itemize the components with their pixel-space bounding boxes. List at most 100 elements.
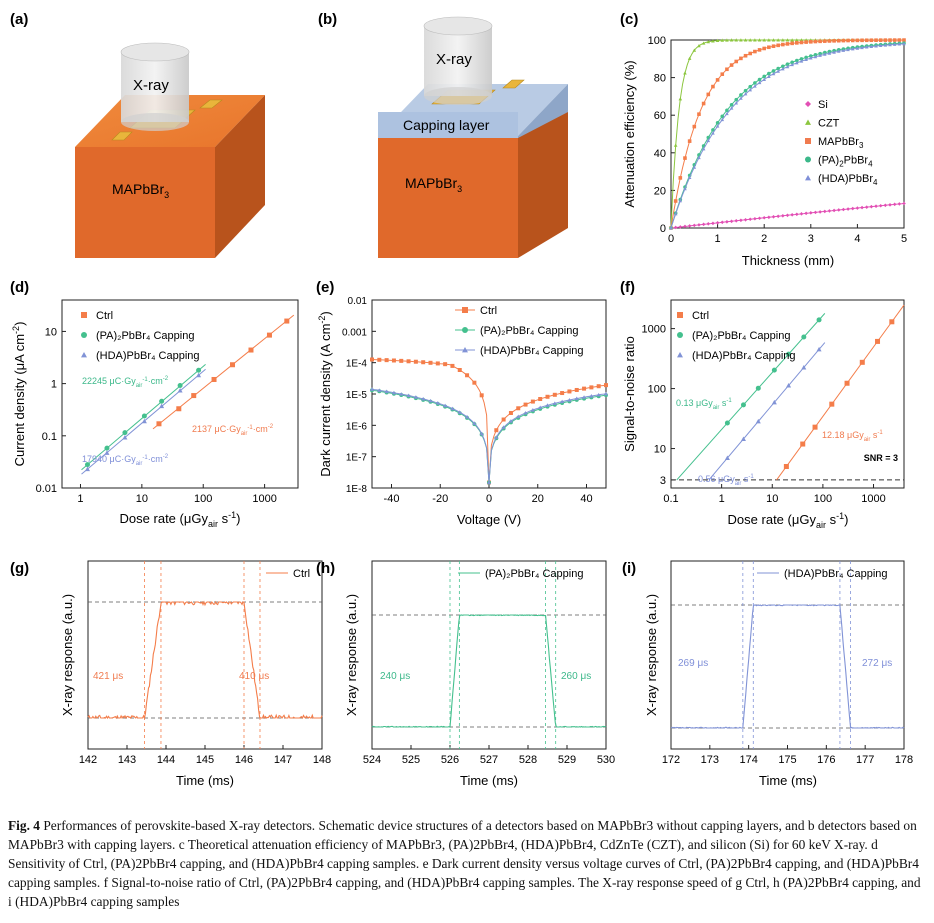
point-d-1 bbox=[177, 383, 183, 389]
point-e-0 bbox=[450, 363, 455, 368]
ylabel-e: Dark current density (A cm-2) bbox=[317, 311, 333, 477]
xlabel-f: Dose rate (μGyair s-1) bbox=[728, 511, 849, 530]
sensitivity-pa: 22245 μC·Gyair-1·cm-2 bbox=[82, 376, 169, 389]
point-CZT bbox=[795, 38, 799, 42]
legend-label-2: MAPbBr3 bbox=[818, 136, 864, 150]
ylabel-i: X-ray response (a.u.) bbox=[644, 594, 659, 716]
xtick-label-e: -20 bbox=[432, 493, 448, 505]
point-CZT bbox=[739, 38, 743, 42]
point-CZT bbox=[771, 38, 776, 42]
legend-label-0: Si bbox=[818, 99, 828, 111]
legend-label-3: (PA)2PbBr4 bbox=[818, 155, 873, 169]
point-Si bbox=[818, 210, 822, 214]
xtick-label: 173 bbox=[701, 754, 719, 766]
series-d bbox=[81, 314, 295, 475]
point-(HDA)PbBr4 bbox=[888, 43, 892, 47]
capping-label-b: Capping layer bbox=[403, 117, 490, 133]
point-CZT bbox=[687, 56, 692, 60]
point-MAPbBr3 bbox=[813, 39, 818, 44]
point-MAPbBr3 bbox=[832, 39, 836, 43]
point-e-2 bbox=[552, 401, 557, 405]
point-MAPbBr3 bbox=[818, 39, 822, 44]
point-e-2 bbox=[413, 395, 418, 399]
xtick-label-d: 10 bbox=[136, 493, 148, 505]
point-e-0 bbox=[406, 359, 411, 364]
point-MAPbBr3 bbox=[795, 41, 799, 45]
point-(HDA)PbBr4 bbox=[725, 111, 729, 116]
ylabel-g: X-ray response (a.u.) bbox=[60, 594, 75, 716]
point-e-0 bbox=[494, 428, 499, 433]
point-Si bbox=[878, 203, 883, 208]
point-MAPbBr3 bbox=[683, 156, 687, 160]
point-Si bbox=[739, 218, 743, 223]
point-e-2 bbox=[472, 421, 477, 425]
point-CZT bbox=[706, 40, 711, 44]
point-CZT bbox=[748, 38, 753, 42]
legend-label-f: (HDA)PbBr₄ Capping bbox=[692, 350, 796, 362]
point-Si bbox=[692, 223, 697, 228]
point-(PA)2PbBr4 bbox=[753, 81, 757, 85]
point-d-0 bbox=[191, 393, 197, 399]
point-e-0 bbox=[552, 392, 557, 397]
point-Si bbox=[902, 201, 906, 206]
point-MAPbBr3 bbox=[757, 48, 762, 52]
point-d-0 bbox=[230, 362, 236, 368]
point-Si bbox=[762, 215, 766, 220]
ytick-label-e: 0.01 bbox=[348, 296, 368, 307]
limit-pa: 0.13 μGyair s-1 bbox=[676, 398, 732, 411]
legend-marker-e bbox=[462, 307, 468, 313]
point-e-2 bbox=[406, 393, 411, 398]
point-Si bbox=[809, 211, 813, 215]
point-(HDA)PbBr4 bbox=[678, 199, 683, 203]
point-MAPbBr3 bbox=[790, 41, 794, 46]
point-e-0 bbox=[413, 359, 418, 364]
point-(HDA)PbBr4 bbox=[850, 47, 855, 51]
xtick-label: 144 bbox=[157, 754, 175, 766]
point-e-2 bbox=[530, 407, 535, 412]
point-MAPbBr3 bbox=[729, 63, 734, 67]
point-Si bbox=[715, 221, 720, 225]
plot-frame-f bbox=[670, 299, 905, 489]
point-Si bbox=[748, 217, 753, 222]
point-e-2 bbox=[479, 431, 484, 436]
point-MAPbBr3 bbox=[762, 46, 766, 51]
point-(PA)2PbBr4 bbox=[809, 54, 813, 58]
point-d-2 bbox=[122, 434, 128, 440]
xtick-label-d: 100 bbox=[194, 493, 212, 505]
legend-marker-2 bbox=[805, 138, 811, 144]
point-Si bbox=[706, 222, 711, 226]
point-Si bbox=[883, 203, 888, 208]
point-Si bbox=[776, 214, 780, 219]
point-MAPbBr3 bbox=[888, 38, 892, 42]
point-d-2 bbox=[104, 450, 110, 455]
point-f-2 bbox=[755, 418, 761, 424]
limit-ctrl: 12.18 μGyair s-1 bbox=[822, 430, 883, 443]
xtick-label: 174 bbox=[739, 754, 757, 766]
point-Si bbox=[743, 217, 748, 222]
xtick-label-c: 3 bbox=[808, 233, 814, 245]
point-Si bbox=[804, 211, 808, 216]
limit-hda: 0.56 μGyair s-1 bbox=[698, 474, 754, 487]
point-(HDA)PbBr4 bbox=[757, 80, 762, 85]
point-MAPbBr3 bbox=[720, 72, 725, 76]
point-CZT bbox=[762, 38, 766, 42]
point-f-2 bbox=[740, 436, 746, 441]
point-(HDA)PbBr4 bbox=[897, 42, 902, 46]
point-d-1 bbox=[84, 462, 90, 468]
point-MAPbBr3 bbox=[692, 124, 697, 129]
point-(HDA)PbBr4 bbox=[673, 212, 678, 216]
point-MAPbBr3 bbox=[701, 101, 706, 106]
point-Si bbox=[683, 224, 687, 229]
series-e bbox=[370, 357, 608, 485]
point-CZT bbox=[743, 38, 748, 42]
rise-time-h: 240 μs bbox=[380, 671, 410, 682]
point-MAPbBr3 bbox=[860, 38, 864, 43]
figure-caption: Fig. 4 Performances of perovskite-based … bbox=[8, 816, 926, 911]
legend-marker-e bbox=[462, 327, 468, 333]
point-f-1 bbox=[755, 385, 761, 391]
point-e-2 bbox=[494, 435, 499, 439]
plot-h: 524 525 526 527 528 529 530 bbox=[363, 561, 615, 766]
point-Si bbox=[822, 209, 827, 214]
material-label-b: MAPbBr3 bbox=[405, 175, 462, 194]
point-MAPbBr3 bbox=[734, 59, 739, 64]
